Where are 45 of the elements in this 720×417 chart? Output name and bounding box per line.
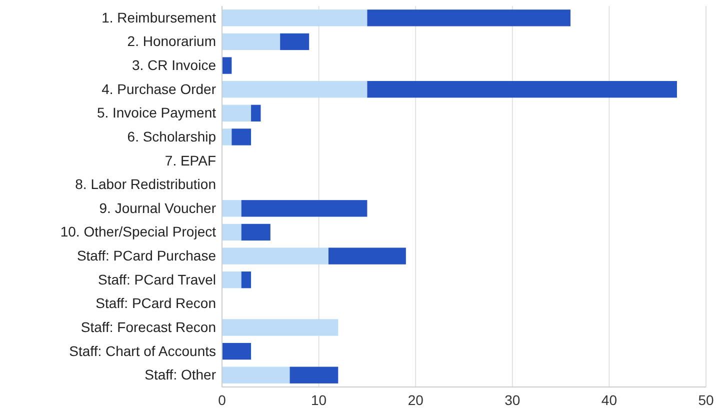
x-tick-label: 20	[408, 392, 424, 408]
x-tick-label: 10	[311, 392, 327, 408]
bar	[222, 366, 290, 384]
x-tick-label: 40	[601, 392, 618, 408]
y-tick-label: 3. CR Invoice	[132, 57, 216, 74]
bar	[222, 57, 232, 74]
x-tick-label: 50	[698, 392, 714, 408]
bar	[367, 10, 570, 26]
bar	[251, 104, 261, 122]
y-tick-label: 4. Purchase Order	[102, 80, 216, 97]
y-tick-label: 9. Journal Voucher	[99, 200, 216, 216]
y-tick-label: 2. Honorarium	[127, 33, 216, 50]
y-tick-label: 6. Scholarship	[127, 128, 216, 144]
y-tick-label: Staff: PCard Travel	[98, 271, 216, 288]
bar	[222, 81, 368, 98]
bar	[222, 342, 252, 360]
bar	[290, 366, 338, 384]
y-tick-label: Staff: Chart of Accounts	[69, 342, 216, 359]
bar	[222, 128, 232, 146]
y-tick-label: Staff: Forecast Recon	[80, 318, 216, 335]
bar	[232, 128, 252, 146]
x-tick-label: 30	[504, 392, 520, 408]
bar	[222, 272, 242, 288]
y-tick-label: Staff: PCard Recon	[96, 295, 216, 312]
bar	[222, 224, 242, 241]
bar	[241, 224, 270, 241]
bar	[222, 33, 280, 50]
bar	[222, 319, 338, 336]
bar	[280, 33, 310, 50]
y-tick-label: Staff: PCard Purchase	[76, 248, 216, 264]
y-tick-label: 5. Invoice Payment	[96, 104, 216, 121]
bar	[222, 10, 368, 26]
bar	[222, 248, 328, 264]
y-tick-label: Staff: Other	[144, 366, 216, 383]
bar	[328, 248, 406, 264]
y-tick-label: 1. Reimbursement	[102, 9, 216, 26]
bar	[222, 104, 252, 122]
bar	[222, 200, 242, 217]
bar	[241, 272, 252, 288]
y-tick-label: 7. EPAF	[164, 152, 216, 168]
y-tick-label: 10. Other/Special Project	[60, 224, 216, 240]
x-tick-label: 0	[218, 392, 226, 408]
bar	[241, 200, 368, 217]
y-tick-label: 8. Labor Redistribution	[75, 176, 216, 192]
bar	[367, 81, 677, 98]
